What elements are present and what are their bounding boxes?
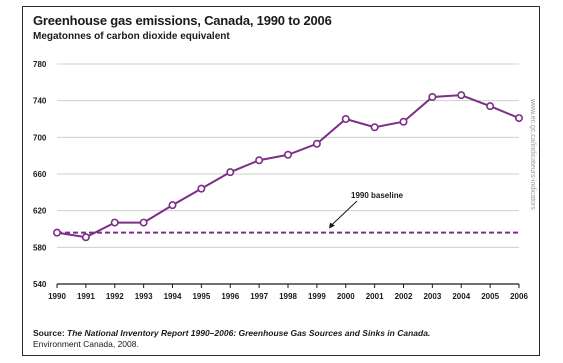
- data-point-2000: [341, 115, 350, 124]
- y-tick-label-700: 700: [33, 133, 47, 142]
- data-point-1993: [139, 218, 148, 227]
- x-tick-label-1993: 1993: [135, 292, 153, 301]
- data-point-2002: [399, 117, 408, 126]
- data-point-2006: [514, 114, 523, 123]
- chart-frame: Greenhouse gas emissions, Canada, 1990 t…: [22, 6, 540, 356]
- source-note: Source: The National Inventory Report 19…: [33, 328, 430, 350]
- y-tick-label-780: 780: [33, 60, 47, 69]
- chart-subtitle: Megatonnes of carbon dioxide equivalent: [33, 31, 230, 42]
- data-point-1999: [312, 139, 321, 148]
- y-tick-label-740: 740: [33, 97, 47, 106]
- baseline-label: 1990 baseline: [351, 191, 404, 200]
- y-tick-label-620: 620: [33, 207, 47, 216]
- x-tick-label-1992: 1992: [106, 292, 124, 301]
- source-publisher: Environment Canada, 2008.: [33, 339, 139, 349]
- data-point-2004: [457, 91, 466, 100]
- x-tick-label-1990: 1990: [48, 292, 66, 301]
- x-tick-label-1994: 1994: [164, 292, 182, 301]
- y-tick-label-580: 580: [33, 243, 47, 252]
- baseline-arrow-line: [330, 200, 358, 227]
- x-tick-label-2001: 2001: [366, 292, 384, 301]
- x-tick-label-1995: 1995: [192, 292, 210, 301]
- line-chart: 540 580 620 660 700 740 780 1990 1991 1992 1993 199…: [33, 60, 536, 301]
- x-tick-label-1997: 1997: [250, 292, 268, 301]
- data-point-2003: [428, 93, 437, 102]
- data-point-1996: [226, 168, 235, 177]
- x-tick-label-2004: 2004: [452, 292, 470, 301]
- source-title: The National Inventory Report 1990–2006:…: [67, 328, 431, 338]
- watermark-text: www.ec.gc.ca/indicateurs-indicators: [529, 98, 536, 210]
- data-point-2001: [370, 123, 379, 132]
- data-point-1995: [197, 184, 206, 193]
- x-tick-label-2002: 2002: [395, 292, 413, 301]
- data-point-1991: [81, 233, 90, 242]
- x-tick-label-1996: 1996: [221, 292, 239, 301]
- series-line: [56, 94, 520, 239]
- x-tick-label-1999: 1999: [308, 292, 326, 301]
- x-tick-label-2006: 2006: [510, 292, 528, 301]
- x-tick-label-1998: 1998: [279, 292, 297, 301]
- x-tick-label-2003: 2003: [423, 292, 441, 301]
- x-tick-label-1991: 1991: [77, 292, 95, 301]
- data-point-1994: [168, 201, 177, 210]
- data-point-1998: [283, 150, 292, 159]
- source-label: Source:: [33, 328, 65, 338]
- data-point-1992: [110, 218, 119, 227]
- data-point-1997: [255, 156, 264, 165]
- y-tick-label-660: 660: [33, 170, 47, 179]
- chart-title: Greenhouse gas emissions, Canada, 1990 t…: [33, 13, 332, 28]
- x-tick-label-2000: 2000: [337, 292, 355, 301]
- data-point-2005: [486, 102, 495, 111]
- baseline-arrow-head: [329, 222, 335, 229]
- x-tick-label-2005: 2005: [481, 292, 499, 301]
- y-tick-label-540: 540: [33, 280, 47, 289]
- data-point-1990: [52, 228, 61, 237]
